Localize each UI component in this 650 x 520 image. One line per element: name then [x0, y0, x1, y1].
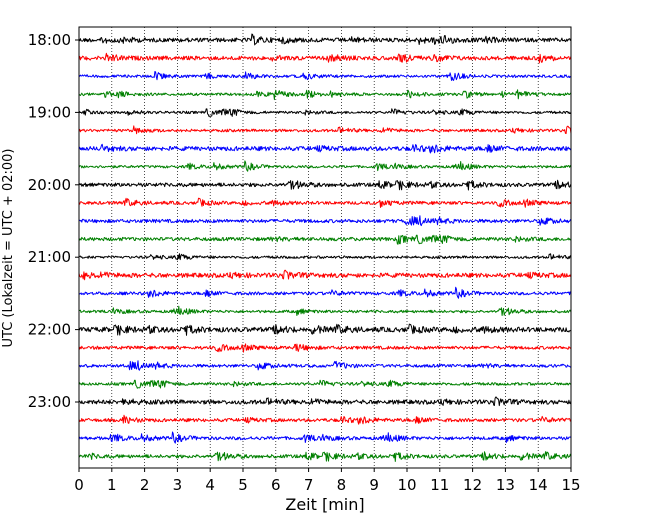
trace-1945 [78, 160, 572, 172]
trace-2230 [78, 360, 572, 371]
trace-2030 [78, 215, 572, 227]
x-tick-label: 1 [107, 476, 117, 494]
y-tick-label: 23:00 [28, 393, 71, 411]
x-tick-label: 2 [140, 476, 150, 494]
x-tick-label: 12 [463, 476, 482, 494]
x-tick-label: 6 [271, 476, 281, 494]
trace-1830 [78, 71, 572, 81]
y-axis-label: UTC (Lokalzeit = UTC + 02:00) [1, 149, 16, 348]
trace-2245 [78, 379, 572, 389]
x-tick-label: 13 [496, 476, 515, 494]
x-tick-label: 11 [430, 476, 449, 494]
trace-2015 [78, 197, 572, 208]
trace-2115 [78, 269, 572, 281]
x-tick-label: 5 [238, 476, 248, 494]
trace-2000 [78, 179, 572, 191]
trace-1900 [78, 108, 572, 117]
x-axis-ticks: 0 1 2 3 4 5 6 7 8 9 10 11 12 13 14 15 [74, 468, 581, 494]
x-tick-label: 4 [205, 476, 215, 494]
trace-2145 [78, 305, 572, 316]
x-tick-label: 0 [74, 476, 84, 494]
y-tick-label: 22:00 [28, 321, 71, 339]
y-axis-ticks: 18:00 19:00 20:00 21:00 22:00 23:00 [28, 31, 79, 411]
x-tick-label: 14 [529, 476, 548, 494]
trace-2045 [78, 234, 572, 245]
trace-1915 [78, 125, 572, 135]
trace-1800 [78, 33, 572, 46]
plot-frame [78, 26, 572, 469]
x-axis-label: Zeit [min] [285, 495, 364, 514]
trace-2345 [78, 451, 572, 462]
trace-2315 [78, 414, 572, 425]
trace-2215 [78, 343, 572, 353]
x-tick-label: 9 [369, 476, 379, 494]
y-tick-label: 18:00 [28, 31, 71, 49]
x-tick-label: 10 [397, 476, 416, 494]
y-tick-label: 19:00 [28, 103, 71, 121]
x-tick-label: 15 [561, 476, 580, 494]
trace-1815 [78, 52, 572, 64]
trace-2100 [78, 253, 572, 261]
x-tick-label: 8 [337, 476, 347, 494]
y-tick-label: 21:00 [28, 248, 71, 266]
trace-1930 [78, 143, 572, 154]
x-tick-label: 3 [173, 476, 183, 494]
seismogram-traces [78, 33, 572, 462]
trace-2130 [78, 286, 572, 299]
y-tick-label: 20:00 [28, 176, 71, 194]
trace-1845 [78, 89, 572, 101]
trace-2200 [78, 323, 572, 336]
trace-2300 [79, 396, 572, 407]
x-tick-label: 7 [304, 476, 314, 494]
trace-2330 [78, 431, 572, 444]
